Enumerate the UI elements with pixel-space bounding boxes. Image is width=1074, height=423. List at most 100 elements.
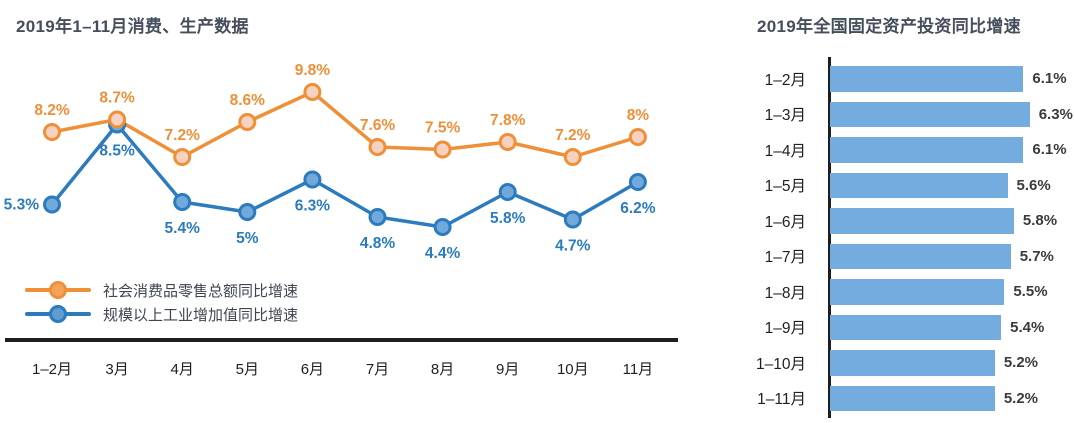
legend-item-1: 规模以上工业增加值同比增速 bbox=[25, 302, 298, 326]
bar bbox=[830, 243, 1011, 269]
x-axis-tick-label: 10月 bbox=[556, 361, 589, 378]
x-axis-tick-label: 3月 bbox=[105, 361, 129, 378]
data-point-marker bbox=[43, 123, 61, 141]
data-point-label: 4.7% bbox=[555, 238, 591, 255]
legend-series-marker-icon bbox=[25, 278, 91, 302]
x-axis-tick-label: 8月 bbox=[430, 361, 455, 378]
bar bbox=[830, 385, 995, 411]
line-chart: 8.2% 8.7% 7.2% 8.6% 9.8% 7.6% 7.5% 7.8% 7.2% 8% 5.… bbox=[4, 62, 656, 262]
series-line-1 bbox=[50, 122, 640, 229]
data-point-label: 5% bbox=[236, 230, 259, 247]
data-point-marker bbox=[628, 128, 647, 146]
bar bbox=[830, 279, 1005, 305]
line-chart-legend: 社会消费品零售总额同比增速 规模以上工业增加值同比增速 bbox=[25, 278, 298, 326]
data-point-label: 7.2% bbox=[165, 127, 201, 144]
data-point-label: 8% bbox=[627, 107, 650, 124]
data-point-label: 8.2% bbox=[34, 102, 70, 119]
data-point-marker bbox=[368, 208, 387, 226]
line-chart-title: 2019年1–11月消费、生产数据 bbox=[16, 17, 249, 36]
bar-row: 1–11月 5.2% bbox=[740, 385, 1074, 411]
bar-category-label: 1–11月 bbox=[757, 391, 806, 409]
data-point-marker bbox=[433, 140, 452, 159]
data-point-marker bbox=[173, 148, 192, 166]
bar-value-label: 5.8% bbox=[1022, 212, 1058, 230]
legend-label: 社会消费品零售总额同比增速 bbox=[103, 282, 299, 300]
data-point-label: 7.5% bbox=[425, 120, 461, 137]
bar-category-label: 1–9月 bbox=[764, 320, 806, 338]
bar-category-label: 1–8月 bbox=[764, 284, 806, 302]
bar-value-label: 5.5% bbox=[1013, 283, 1048, 301]
data-point-label: 8.6% bbox=[230, 92, 266, 109]
data-point-marker bbox=[628, 173, 647, 191]
legend-dot-icon bbox=[49, 281, 67, 299]
bar-category-label: 1–6月 bbox=[764, 213, 806, 231]
bar-row: 1–3月 6.3% bbox=[740, 101, 1074, 127]
data-point-label: 5.3% bbox=[4, 197, 40, 214]
bar bbox=[830, 350, 995, 376]
data-point-label: 8.7% bbox=[99, 90, 135, 107]
bar-row: 1–2月 6.1% bbox=[740, 66, 1074, 92]
bar-value-label: 5.2% bbox=[1003, 389, 1039, 407]
bar-chart: 1–2月 6.1% 1–3月 6.3% 1–4月 6.1% 1–5月 5.6% 1–6月 5.8%… bbox=[740, 58, 1074, 421]
data-point-marker bbox=[563, 148, 582, 166]
bar-chart-title: 2019年全国固定资产投资同比增速 bbox=[757, 17, 1021, 36]
line-chart-panel: 2019年1–11月消费、生产数据 8.2% 8.7% 7.2% 8.6% 9.8% 7.… bbox=[4, 17, 678, 378]
x-axis-line bbox=[5, 338, 678, 342]
data-point-marker bbox=[173, 193, 192, 211]
data-point-label: 5.8% bbox=[490, 210, 526, 227]
bar-row: 1–8月 5.5% bbox=[740, 279, 1074, 305]
data-point-label: 4.4% bbox=[425, 245, 461, 262]
data-point-label: 9.8% bbox=[295, 62, 331, 79]
bar-row: 1–7月 5.7% bbox=[740, 243, 1074, 269]
bar-category-label: 1–4月 bbox=[764, 142, 806, 160]
data-point-label: 7.2% bbox=[555, 127, 591, 144]
x-axis-tick-label: 11月 bbox=[622, 361, 654, 378]
data-point-label: 6.3% bbox=[295, 198, 331, 215]
bar-category-label: 1–3月 bbox=[764, 107, 806, 125]
data-point-label: 7.6% bbox=[360, 117, 396, 134]
bar-category-label: 1–10月 bbox=[756, 355, 806, 373]
bar bbox=[830, 66, 1024, 92]
bar-value-label: 6.1% bbox=[1032, 141, 1067, 159]
legend-label: 规模以上工业增加值同比增速 bbox=[103, 306, 299, 324]
data-point-marker bbox=[433, 218, 452, 236]
bar-row: 1–5月 5.6% bbox=[740, 172, 1074, 198]
data-point-marker bbox=[43, 195, 61, 214]
data-point-marker bbox=[303, 83, 322, 101]
data-point-label: 4.8% bbox=[360, 235, 396, 252]
data-point-label: 6.2% bbox=[620, 200, 656, 217]
data-point-label: 8.5% bbox=[99, 143, 135, 160]
bar-value-label: 6.1% bbox=[1032, 70, 1067, 88]
x-axis-tick-label: 5月 bbox=[235, 361, 259, 378]
bar-chart-panel: 2019年全国固定资产投资同比增速 1–2月 6.1% 1–3月 6.3% 1–4月 6.… bbox=[740, 0, 1074, 423]
legend-item-0: 社会消费品零售总额同比增速 bbox=[25, 278, 298, 302]
bar-value-label: 5.4% bbox=[1010, 318, 1045, 336]
legend-dot-icon bbox=[49, 305, 67, 323]
bar-value-label: 6.3% bbox=[1038, 105, 1073, 123]
bar-category-label: 1–5月 bbox=[764, 178, 806, 196]
data-point-marker bbox=[563, 210, 582, 229]
bar-chart-y-axis-line bbox=[828, 57, 831, 418]
x-axis-tick-label: 1–2月 bbox=[31, 361, 73, 378]
bar-row: 1–4月 6.1% bbox=[740, 137, 1074, 163]
legend-series-marker-icon bbox=[25, 302, 91, 326]
data-point-marker bbox=[498, 133, 517, 151]
bar bbox=[830, 172, 1008, 198]
x-axis-tick-label: 9月 bbox=[496, 361, 520, 378]
bar bbox=[830, 208, 1014, 234]
bar bbox=[830, 314, 1002, 340]
bar-value-label: 5.2% bbox=[1003, 354, 1039, 372]
bar-row: 1–6月 5.8% bbox=[740, 208, 1074, 234]
data-point-label: 7.8% bbox=[490, 112, 526, 129]
bar-category-label: 1–2月 bbox=[764, 71, 806, 89]
bar-category-label: 1–7月 bbox=[764, 249, 806, 267]
data-point-marker bbox=[108, 110, 127, 129]
series-line-0 bbox=[50, 90, 640, 159]
x-axis-tick-label: 7月 bbox=[365, 361, 390, 378]
data-point-marker bbox=[238, 113, 257, 131]
bar-value-label: 5.6% bbox=[1016, 176, 1051, 194]
bar-value-label: 5.7% bbox=[1019, 247, 1054, 265]
data-point-label: 5.4% bbox=[165, 220, 201, 237]
data-point-marker bbox=[498, 183, 517, 201]
